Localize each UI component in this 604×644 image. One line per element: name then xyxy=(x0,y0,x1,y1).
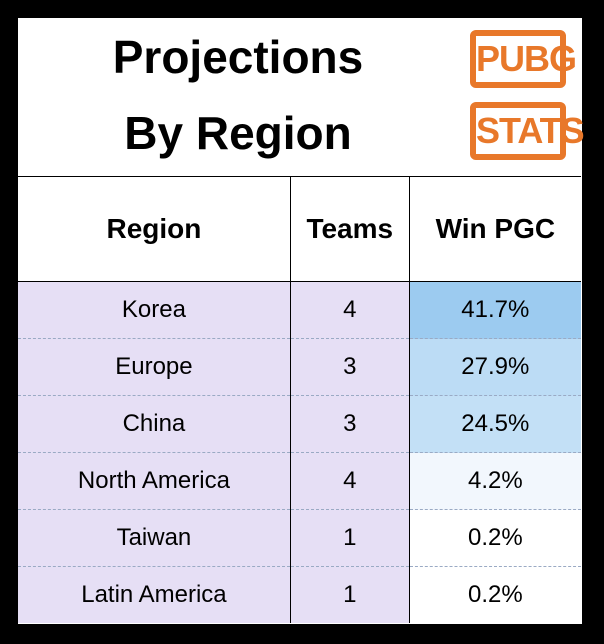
cell-region: North America xyxy=(18,452,291,510)
column-header: Region xyxy=(18,176,291,282)
cell-region: China xyxy=(18,395,291,453)
title-line: Projections xyxy=(112,31,364,83)
cell-region: Europe xyxy=(18,338,291,396)
cell-win: 41.7% xyxy=(408,281,581,339)
table: Region Teams Win PGC Korea 4 41.7% Europe 3 27.… xyxy=(18,176,581,623)
table-body: Korea 4 41.7% Europe 3 27.9% China 3 24.5% North … xyxy=(18,281,581,623)
table-row: Taiwan 1 0.2% xyxy=(18,509,581,567)
cell-win: 24.5% xyxy=(408,395,581,453)
logo: PUBG STATS xyxy=(466,22,585,168)
table-row: China 3 24.5% xyxy=(18,395,581,453)
cell-win: 4.2% xyxy=(408,452,581,510)
cell-region: Taiwan xyxy=(18,509,291,567)
logo-text: PUBG xyxy=(470,30,577,88)
table-row: Latin America 1 0.2% xyxy=(18,566,581,623)
cell-teams: 3 xyxy=(289,338,410,396)
card: Projections By Region PUBG STATS Region T… xyxy=(18,18,585,624)
cell-win: 0.2% xyxy=(408,509,581,567)
cell-win: 27.9% xyxy=(408,338,581,396)
table-row: North America 4 4.2% xyxy=(18,452,581,510)
cell-teams: 1 xyxy=(289,509,410,567)
column-header: Teams xyxy=(289,176,410,282)
header-row: Region Teams Win PGC xyxy=(18,176,581,282)
cell-teams: 4 xyxy=(289,452,410,510)
table-row: Europe 3 27.9% xyxy=(18,338,581,396)
cell-teams: 3 xyxy=(289,395,410,453)
cell-win: 0.2% xyxy=(408,566,581,623)
logo-text: STATS xyxy=(470,102,585,160)
cell-teams: 4 xyxy=(289,281,410,339)
title-line: By Region xyxy=(124,107,352,159)
title: Projections By Region xyxy=(18,18,458,176)
cell-teams: 1 xyxy=(289,566,410,623)
table-row: Korea 4 41.7% xyxy=(18,281,581,339)
cell-region: Korea xyxy=(18,281,291,339)
column-header: Win PGC xyxy=(408,176,581,282)
cell-region: Latin America xyxy=(18,566,291,623)
